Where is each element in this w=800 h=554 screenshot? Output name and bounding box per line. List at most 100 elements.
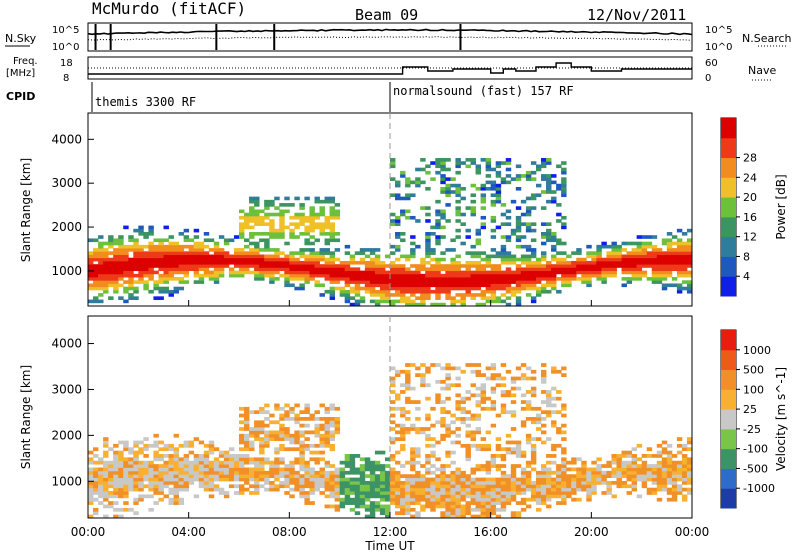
heatmap-cell — [445, 219, 451, 223]
heatmap-cell — [405, 302, 411, 307]
heatmap-cell — [239, 420, 245, 425]
heatmap-cell — [551, 270, 557, 275]
heatmap-cell — [269, 464, 275, 468]
heatmap-cell — [631, 460, 638, 465]
heatmap-cell — [168, 260, 174, 265]
heatmap-cell — [530, 491, 537, 495]
heatmap-cell — [249, 457, 255, 462]
heatmap-cell — [430, 280, 436, 284]
heatmap-cell — [98, 235, 104, 239]
heatmap-cell — [400, 427, 406, 431]
heatmap-cell — [465, 277, 471, 281]
heatmap-cell — [123, 487, 129, 492]
heatmap-cell — [566, 467, 572, 472]
heatmap-cell — [485, 447, 492, 452]
heatmap-cell — [505, 433, 512, 438]
heatmap-cell — [676, 260, 683, 265]
heatmap-cell — [606, 264, 612, 268]
heatmap-cell — [168, 447, 174, 452]
heatmap-cell — [188, 460, 195, 465]
heatmap-cell — [319, 225, 325, 230]
heatmap-cell — [490, 400, 497, 404]
heatmap-cell — [143, 443, 149, 448]
heatmap-cell — [168, 491, 174, 495]
heatmap-cell — [108, 273, 114, 278]
heatmap-cell — [480, 257, 487, 262]
heatmap-cell — [395, 487, 401, 492]
heatmap-cell — [646, 254, 653, 259]
heatmap-cell — [319, 480, 325, 485]
heatmap-cell — [686, 286, 693, 291]
heatmap-cell — [681, 443, 688, 448]
heatmap-cell — [299, 450, 305, 455]
heatmap-cell — [364, 254, 371, 259]
heatmap-cell — [153, 254, 159, 259]
heatmap-cell — [349, 286, 356, 291]
heatmap-cell — [244, 406, 250, 411]
heatmap-cell — [525, 260, 532, 265]
heatmap-cell — [676, 283, 683, 288]
heatmap-cell — [395, 491, 401, 495]
heatmap-cell — [586, 470, 592, 475]
heatmap-cell — [405, 254, 411, 259]
heatmap-cell — [556, 238, 562, 243]
heatmap-cell — [410, 491, 416, 495]
colorbar-swatch — [721, 468, 736, 489]
heatmap-cell — [314, 430, 320, 435]
heatmap-cell — [530, 251, 537, 255]
heatmap-cell — [158, 467, 164, 472]
heatmap-cell — [435, 302, 441, 307]
heatmap-cell — [400, 296, 406, 300]
heatmap-cell — [244, 417, 250, 421]
heatmap-cell — [515, 289, 522, 294]
heatmap-cell — [440, 487, 446, 492]
heatmap-cell — [405, 383, 411, 388]
heatmap-cell — [98, 251, 104, 255]
heatmap-cell — [249, 427, 255, 431]
heatmap-cell — [88, 477, 94, 482]
heatmap-cell — [344, 484, 351, 489]
heatmap-cell — [661, 450, 668, 455]
heatmap-cell — [113, 260, 119, 265]
heatmap-cell — [269, 222, 275, 226]
heatmap-cell — [319, 267, 325, 272]
heatmap-cell — [369, 286, 376, 291]
heatmap-cell — [319, 403, 325, 408]
heatmap-cell — [193, 477, 200, 482]
heatmap-cell — [364, 273, 371, 278]
heatmap-cell — [440, 504, 446, 509]
heatmap-cell — [244, 470, 250, 475]
heatmap-cell — [485, 491, 492, 495]
heatmap-cell — [118, 248, 124, 252]
heatmap-cell — [405, 280, 411, 284]
heatmap-cell — [213, 470, 220, 475]
heatmap-cell — [455, 293, 461, 297]
heatmap-cell — [440, 174, 446, 178]
heatmap-cell — [460, 443, 466, 448]
heatmap-cell — [415, 454, 421, 458]
x-tick-label: 16:00 — [473, 525, 508, 539]
heatmap-cell — [541, 410, 547, 415]
heatmap-cell — [113, 270, 119, 275]
heatmap-cell — [525, 460, 532, 465]
heatmap-cell — [405, 501, 411, 505]
heatmap-cell — [495, 507, 502, 512]
heatmap-cell — [525, 484, 532, 489]
heatmap-cell — [420, 257, 426, 262]
heatmap-cell — [510, 427, 517, 431]
heatmap-cell — [525, 464, 532, 468]
heatmap-cell — [198, 464, 205, 468]
heatmap-cell — [641, 273, 648, 278]
heatmap-cell — [676, 257, 683, 262]
heatmap-cell — [123, 273, 129, 278]
colorbar-tick-label: 24 — [743, 171, 757, 184]
heatmap-cell — [490, 273, 497, 278]
heatmap-cell — [148, 270, 154, 275]
heatmap-cell — [591, 491, 597, 495]
heatmap-cell — [430, 477, 436, 482]
heatmap-cell — [525, 248, 532, 252]
heatmap-cell — [233, 464, 240, 468]
heatmap-cell — [244, 437, 250, 441]
heatmap-cell — [93, 491, 99, 495]
heatmap-cell — [98, 501, 104, 505]
